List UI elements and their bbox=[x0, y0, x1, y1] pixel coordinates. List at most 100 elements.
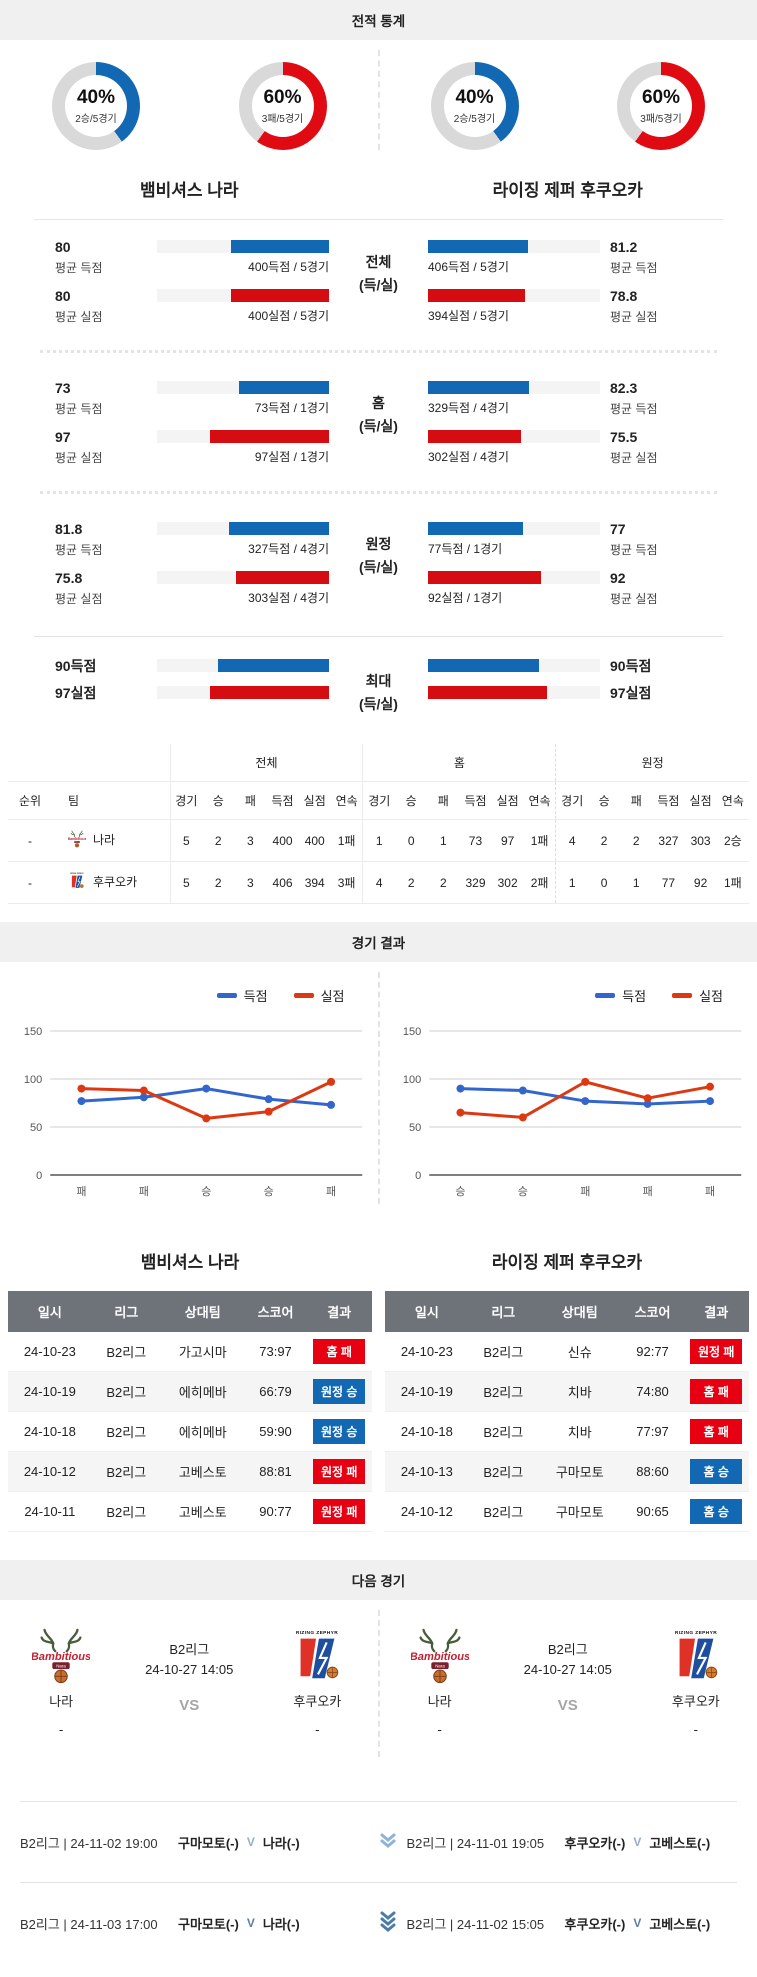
stat-bar-fill bbox=[231, 289, 329, 302]
stat-bar-track bbox=[428, 381, 600, 394]
legend-label: 득점 bbox=[622, 986, 646, 1005]
stat-bar-wrap: 73득점 / 1경기 bbox=[157, 381, 329, 417]
svg-text:0: 0 bbox=[415, 1170, 421, 1182]
stat-cell: 1 bbox=[363, 820, 395, 862]
svg-text:RIZING ZEPHYR: RIZING ZEPHYR bbox=[70, 873, 84, 875]
stat-value: 97실점 bbox=[55, 686, 147, 700]
stats-divider bbox=[40, 491, 717, 494]
standings-header-spacer bbox=[52, 744, 170, 782]
result-league: B2리그 bbox=[92, 1492, 161, 1532]
vs-separator-icon: V bbox=[633, 1835, 641, 1849]
stat-label: 평균 득점 bbox=[610, 400, 702, 417]
result-score: 88:60 bbox=[622, 1452, 684, 1492]
stat-group-label: 홈(득/실) bbox=[329, 381, 428, 479]
stat-value: 81.2 bbox=[610, 240, 702, 254]
result-score: 88:81 bbox=[245, 1452, 307, 1492]
result-score: 74:80 bbox=[622, 1372, 684, 1412]
stat-meta: 90득점 bbox=[55, 659, 147, 673]
team-name-text: 후쿠오카 bbox=[93, 873, 137, 890]
stat-value: 75.5 bbox=[610, 430, 702, 444]
result-badge: 원정 패 bbox=[313, 1459, 365, 1484]
svg-text:승: 승 bbox=[517, 1185, 527, 1198]
stat-value: 82.3 bbox=[610, 381, 702, 395]
standings-col-header: 승 bbox=[202, 782, 234, 820]
standings-col-header: 실점 bbox=[685, 782, 717, 820]
team-name-left: 뱀비셔스 나라 bbox=[0, 176, 379, 201]
stat-cell: 2 bbox=[395, 862, 427, 904]
result-league: B2리그 bbox=[469, 1332, 538, 1372]
section-title: 전적 통계 bbox=[352, 10, 405, 30]
donut-center: 60%3패/5경기 bbox=[252, 75, 314, 137]
section-header-results: 경기 결과 bbox=[0, 922, 757, 962]
result-opponent: 에히메바 bbox=[161, 1412, 245, 1452]
result-date: 24-10-12 bbox=[8, 1452, 92, 1492]
result-date: 24-10-19 bbox=[385, 1372, 469, 1412]
stat-bar-caption: 92실점 / 1경기 bbox=[428, 589, 600, 606]
team-logo-fukuoka: RIZING ZEPHYR bbox=[648, 1626, 744, 1686]
stat-group-label: 원정(득/실) bbox=[329, 522, 428, 620]
standings-col-header: 경기 bbox=[556, 782, 588, 820]
svg-text:패: 패 bbox=[642, 1185, 652, 1198]
stat-cell: 3 bbox=[234, 820, 266, 862]
stat-bar-unit: 97실점 bbox=[428, 686, 702, 700]
stat-value: 90득점 bbox=[55, 659, 147, 673]
result-score: 92:77 bbox=[622, 1332, 684, 1372]
donut-percent-label: 40% bbox=[455, 87, 493, 109]
fixture-home-team: 구마모토(-) bbox=[178, 1914, 239, 1933]
stat-label: 평균 실점 bbox=[55, 590, 147, 607]
result-league: B2리그 bbox=[92, 1332, 161, 1372]
stat-left-column: 90득점 97실점 bbox=[55, 659, 329, 714]
stat-cell: 1패 bbox=[524, 820, 556, 862]
stat-value: 97 bbox=[55, 430, 147, 444]
result-opponent: 가고시마 bbox=[161, 1332, 245, 1372]
result-date: 24-10-13 bbox=[385, 1452, 469, 1492]
stat-bar-track bbox=[428, 289, 600, 302]
svg-text:RIZING ZEPHYR: RIZING ZEPHYR bbox=[296, 1630, 338, 1636]
result-date: 24-10-23 bbox=[8, 1332, 92, 1372]
stat-bar-fill bbox=[428, 289, 525, 302]
svg-text:패: 패 bbox=[139, 1185, 149, 1198]
svg-text:패: 패 bbox=[76, 1185, 86, 1198]
result-col-header: 상대팀 bbox=[161, 1291, 245, 1332]
stat-bar-caption: 97실점 / 1경기 bbox=[157, 448, 329, 465]
fixture-away-team: 나라(-) bbox=[263, 1833, 300, 1852]
stat-cell: 2패 bbox=[524, 862, 556, 904]
standings-col-header: 팀 bbox=[52, 782, 170, 820]
stat-bar-track bbox=[157, 686, 329, 699]
vertical-divider bbox=[378, 1610, 380, 1757]
stat-bar-caption: 327득점 / 4경기 bbox=[157, 540, 329, 557]
donut-sub-label: 3패/5경기 bbox=[640, 110, 682, 125]
team-cell-wrap: RIZING ZEPHYR 후쿠오카 bbox=[52, 862, 170, 904]
result-badge: 원정 승 bbox=[313, 1419, 365, 1444]
stat-bar-fill bbox=[229, 522, 329, 535]
standings-col-header: 연속 bbox=[524, 782, 556, 820]
result-badge-cell: 원정 패 bbox=[306, 1492, 372, 1532]
stat-bar-fill bbox=[428, 571, 541, 584]
